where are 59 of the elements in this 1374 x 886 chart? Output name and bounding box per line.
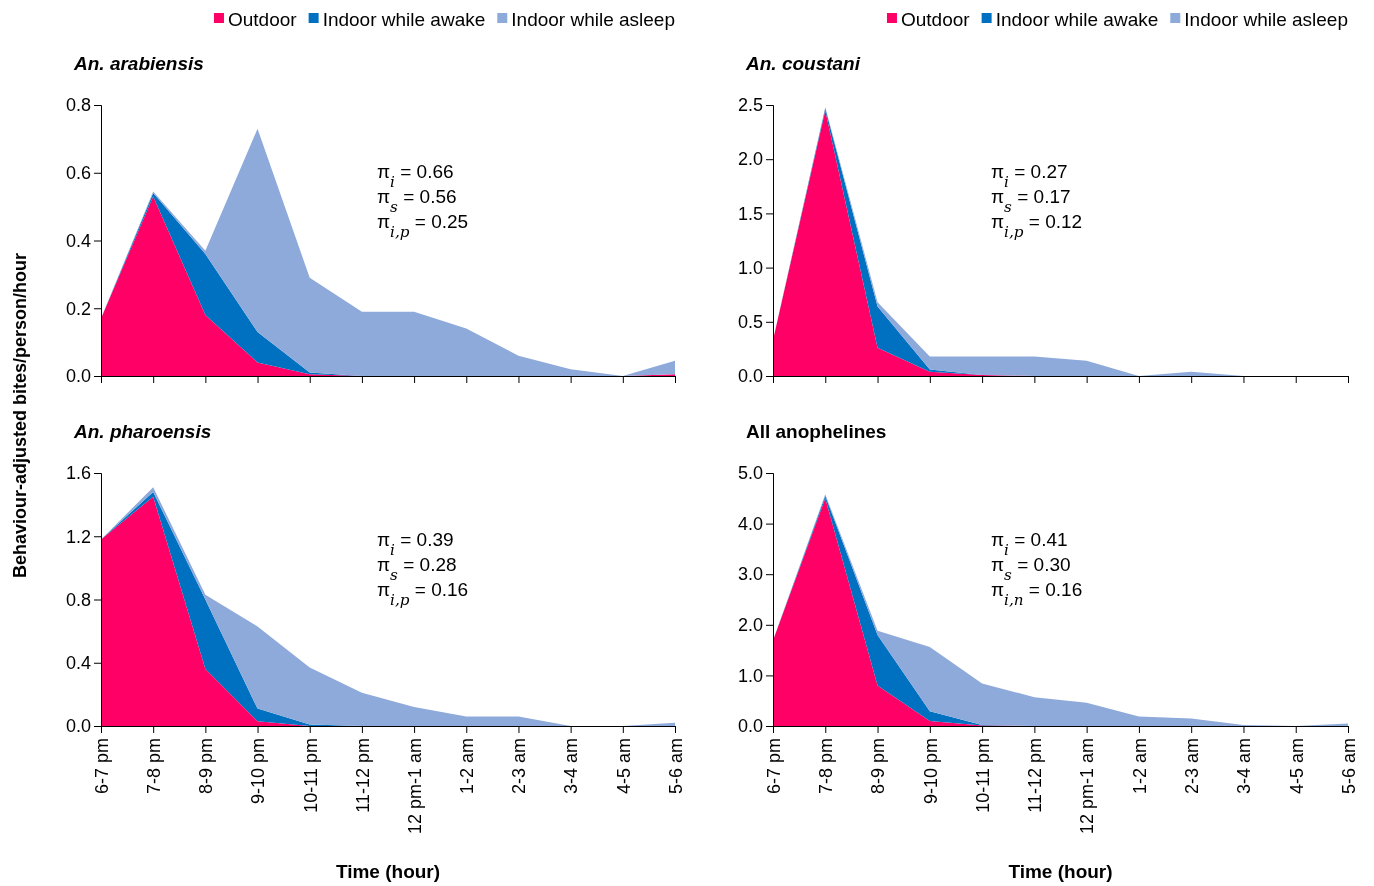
legend-label: Indoor while asleep bbox=[1184, 8, 1348, 30]
x-tick-label: 10-11 pm bbox=[972, 738, 993, 813]
y-tick-label: 1.0 bbox=[737, 665, 763, 686]
y-tick-label: 3.0 bbox=[737, 564, 763, 585]
x-tick-label: 8-9 pm bbox=[196, 738, 217, 795]
y-tick-label: 2.5 bbox=[737, 95, 763, 116]
x-tick-label: 6-7 pm bbox=[763, 738, 784, 795]
y-axis-title: Behaviour-adjusted bites/person/hour bbox=[10, 252, 30, 579]
y-tick-label: 1.0 bbox=[737, 257, 763, 278]
x-tick-label: 2-3 am bbox=[1181, 738, 1202, 795]
y-tick-label: 0.0 bbox=[737, 366, 763, 387]
x-tick-label: 9-10 pm bbox=[920, 738, 941, 805]
legend-label: Indoor while awake bbox=[322, 8, 486, 30]
y-tick-label: 0.6 bbox=[65, 163, 91, 184]
y-tick-label: 2.0 bbox=[737, 615, 763, 636]
y-tick-label: 0.4 bbox=[65, 653, 91, 674]
x-tick-label: 3-4 am bbox=[561, 738, 582, 795]
legend-label: Outdoor bbox=[900, 8, 971, 30]
y-tick-label: 1.5 bbox=[737, 203, 763, 224]
x-tick-label: 1-2 am bbox=[457, 738, 478, 795]
y-tick-label: 0.0 bbox=[65, 716, 91, 737]
x-tick-label: 11-12 pm bbox=[1025, 738, 1046, 813]
y-tick-label: 1.6 bbox=[65, 463, 91, 484]
legend-label: Outdoor bbox=[227, 8, 298, 30]
y-tick-label: 0.4 bbox=[65, 230, 91, 251]
y-tick-label: 0.5 bbox=[737, 312, 763, 333]
x-tick-label: 4-5 am bbox=[1286, 738, 1307, 795]
legend-label: Indoor while awake bbox=[995, 8, 1159, 30]
chart-title: An. arabiensis bbox=[73, 53, 204, 74]
chart-title: An. pharoensis bbox=[73, 421, 212, 442]
y-tick-label: 0.2 bbox=[65, 298, 91, 319]
y-tick-label: 0.0 bbox=[737, 716, 763, 737]
chart-title: An. coustani bbox=[745, 53, 861, 74]
y-tick-label: 1.2 bbox=[65, 526, 91, 547]
x-tick-label: 5-6 am bbox=[665, 738, 686, 795]
x-tick-label: 10-11 pm bbox=[300, 738, 321, 813]
x-tick-label: 11-12 pm bbox=[352, 738, 373, 813]
x-tick-label: 12 pm-1 am bbox=[1077, 738, 1098, 835]
x-tick-label: 5-6 am bbox=[1338, 738, 1359, 795]
y-tick-label: 5.0 bbox=[737, 463, 763, 484]
y-tick-label: 2.0 bbox=[737, 149, 763, 170]
chart-title: All anophelines bbox=[746, 421, 887, 442]
x-tick-label: 4-5 am bbox=[613, 738, 634, 795]
x-tick-label: 7-8 pm bbox=[143, 738, 164, 795]
x-tick-label: 9-10 pm bbox=[248, 738, 269, 805]
x-axis-title: Time (hour) bbox=[1008, 861, 1113, 882]
x-tick-label: 1-2 am bbox=[1129, 738, 1150, 795]
y-tick-label: 0.0 bbox=[65, 366, 91, 387]
x-tick-label: 12 pm-1 am bbox=[404, 738, 425, 835]
x-tick-label: 7-8 pm bbox=[816, 738, 837, 795]
x-axis-title: Time (hour) bbox=[335, 861, 441, 882]
x-tick-label: 2-3 am bbox=[509, 738, 530, 795]
x-tick-label: 6-7 pm bbox=[91, 738, 112, 795]
y-tick-label: 0.8 bbox=[65, 589, 91, 610]
x-tick-label: 8-9 pm bbox=[868, 738, 889, 795]
y-tick-label: 4.0 bbox=[737, 513, 763, 534]
y-tick-label: 0.8 bbox=[65, 95, 91, 116]
x-tick-label: 3-4 am bbox=[1234, 738, 1255, 795]
legend-label: Indoor while asleep bbox=[511, 8, 675, 30]
